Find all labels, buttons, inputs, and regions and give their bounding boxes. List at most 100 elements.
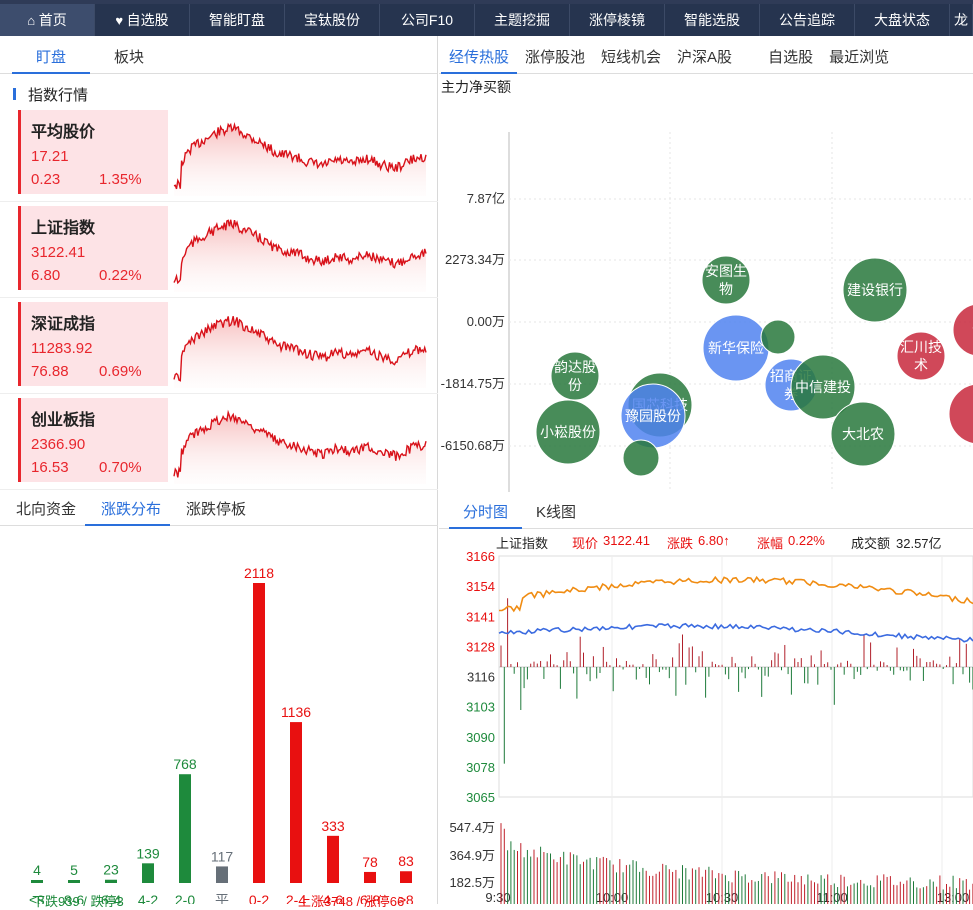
dist-value: 23 xyxy=(103,862,119,878)
stock-bubble[interactable] xyxy=(952,304,973,356)
quote-name: 上证指数 xyxy=(496,536,549,551)
stock-bubble[interactable] xyxy=(790,354,856,420)
stock-bubble[interactable] xyxy=(760,319,796,355)
avg-price-line xyxy=(498,622,973,643)
sparkline-line xyxy=(173,316,427,382)
nav-item-6[interactable]: 涨停棱镜 xyxy=(570,4,665,36)
price-tick: 3154 xyxy=(466,579,495,594)
right-tabs: 经传热股 涨停股池 短线机会 沪深A股 自选股 最近浏览 xyxy=(439,36,973,74)
stock-bubble[interactable] xyxy=(842,257,908,323)
up-count-label: 上涨3748 / 涨停66 xyxy=(298,894,405,909)
dist-value: 78 xyxy=(362,854,378,870)
time-tick: 9:30 xyxy=(485,890,510,904)
top-nav: ⌂ 首页 ♥ 自选股 智能盯盘 宝钛股份 公司F10 主题挖掘 涨停棱镜 智能选股 公告追踪 大盘… xyxy=(0,0,973,36)
bubble-chart: 7.87亿2273.34万0.00万-1814.75万-6150.68万-2.2… xyxy=(441,132,973,492)
stock-bubble-label: 建设银行 xyxy=(847,282,903,298)
nav-item-label: 公告追踪 xyxy=(779,12,835,28)
sparkline-line xyxy=(173,121,427,190)
intraday-chart: 3166 3154 3141 3128 3116 3103 3090 3078 3065 547.… xyxy=(449,552,973,904)
volume-tick: 182.5万 xyxy=(449,875,495,890)
nav-item-label: 首页 xyxy=(38,12,67,28)
index-row[interactable]: 平均股价 17.21 0.23 1.35% xyxy=(0,106,438,202)
bubble-chart-title: 主力净买额 xyxy=(441,79,511,95)
bottom-left-tabs: 北向资金 涨跌分布 涨跌停板 xyxy=(0,492,438,526)
dist-value: 768 xyxy=(173,756,197,772)
nav-item-10[interactable]: 龙 xyxy=(950,4,973,36)
dist-category: 8-6 xyxy=(64,892,84,904)
tab-right-0[interactable]: 经传热股 xyxy=(441,46,518,74)
tab-right-5[interactable]: 最近浏览 xyxy=(829,49,890,66)
nav-item-5[interactable]: 主题挖掘 xyxy=(475,4,570,36)
sparkline-area xyxy=(174,412,426,484)
tab-right-3[interactable]: 沪深A股 xyxy=(677,49,733,66)
price-line xyxy=(498,575,973,613)
nav-item-8[interactable]: 公告追踪 xyxy=(760,4,855,36)
stock-bubble-label: 豫园股份 xyxy=(625,408,681,424)
price-tick: 3128 xyxy=(466,639,495,654)
dist-value: 83 xyxy=(398,853,414,869)
stock-bubble[interactable] xyxy=(535,399,601,465)
stock-bubble-label: 术 xyxy=(914,357,928,373)
dist-category: ≤8 xyxy=(29,892,45,904)
price-tick: 3065 xyxy=(466,790,495,805)
index-row[interactable]: 深证成指 11283.92 76.88 0.69% xyxy=(0,298,438,394)
index-price: 3122.41 xyxy=(31,244,86,261)
volume-tick: 364.9万 xyxy=(449,848,495,863)
stock-bubble-label: 物 xyxy=(719,281,733,297)
tab-sector[interactable]: 板块 xyxy=(114,49,145,66)
nav-item-label: 涨停棱镜 xyxy=(589,12,645,28)
bubble-y-tick: 2273.34万 xyxy=(445,252,505,267)
dist-value: 4 xyxy=(33,862,41,878)
index-row[interactable]: 上证指数 3122.41 6.80 0.22% xyxy=(0,202,438,298)
nav-item-1[interactable]: ♥ 自选股 xyxy=(95,4,190,36)
index-change: 16.53 xyxy=(31,459,69,476)
tab-right-4[interactable]: 自选股 xyxy=(768,49,814,66)
index-card[interactable]: 上证指数 3122.41 6.80 0.22% xyxy=(18,206,168,290)
stock-bubble[interactable] xyxy=(550,351,600,401)
tab-intraday[interactable]: 分时图 xyxy=(449,501,523,529)
stock-bubble-label: 新华保险 xyxy=(708,340,764,356)
stock-bubble[interactable] xyxy=(701,255,751,305)
index-row[interactable]: 创业板指 2366.90 16.53 0.70% xyxy=(0,394,438,490)
tab-northbound[interactable]: 北向资金 xyxy=(16,501,77,518)
tab-right-1[interactable]: 涨停股池 xyxy=(525,49,586,66)
tab-right-2[interactable]: 短线机会 xyxy=(601,49,662,66)
index-sparkline xyxy=(173,316,427,388)
stock-bubble[interactable] xyxy=(948,384,973,444)
dist-value: 139 xyxy=(136,845,160,861)
quote-bar: 上证指数 现价 3122.41 涨跌 6.80↑ 涨幅 0.22% 成交额 32… xyxy=(439,532,973,552)
dist-value: 2118 xyxy=(244,565,274,581)
dist-category: 平 xyxy=(215,892,229,904)
tab-limit-board[interactable]: 涨跌停板 xyxy=(186,501,247,518)
index-card[interactable]: 平均股价 17.21 0.23 1.35% xyxy=(18,110,168,194)
index-name: 上证指数 xyxy=(31,220,96,237)
stock-bubble[interactable] xyxy=(830,401,896,467)
quote-price-label: 现价 xyxy=(572,536,599,551)
dist-bar xyxy=(31,880,43,883)
nav-item-4[interactable]: 公司F10 xyxy=(380,4,475,36)
nav-item-label: 大盘状态 xyxy=(874,12,930,28)
dist-category: 6-8 xyxy=(360,892,380,904)
price-tick: 3090 xyxy=(466,730,495,745)
nav-item-0[interactable]: ⌂ 首页 xyxy=(0,4,95,36)
index-change: 0.23 xyxy=(31,171,61,188)
index-price: 17.21 xyxy=(31,148,69,165)
right-panel: 经传热股 涨停股池 短线机会 沪深A股 自选股 最近浏览 主力净买额 7.87亿 2273.… xyxy=(439,36,973,904)
dist-category: 6-4 xyxy=(101,892,121,904)
index-card[interactable]: 创业板指 2366.90 16.53 0.70% xyxy=(18,398,168,482)
index-card[interactable]: 深证成指 11283.92 76.88 0.69% xyxy=(18,302,168,386)
stock-bubble[interactable] xyxy=(896,331,946,381)
tab-distribution[interactable]: 涨跌分布 xyxy=(85,498,171,526)
nav-item-2[interactable]: 智能盯盘 xyxy=(190,4,285,36)
tab-kline[interactable]: K线图 xyxy=(536,504,577,521)
nav-item-9[interactable]: 大盘状态 xyxy=(855,4,950,36)
price-tick: 3166 xyxy=(466,552,495,564)
stock-bubble[interactable] xyxy=(622,439,660,477)
sparkline-line xyxy=(173,219,427,285)
nav-item-7[interactable]: 智能选股 xyxy=(665,4,760,36)
left-tabs: 盯盘 板块 xyxy=(0,36,437,74)
bubble-y-tick: -1814.75万 xyxy=(441,376,505,391)
tab-watch[interactable]: 盯盘 xyxy=(12,46,91,74)
index-sparkline xyxy=(173,219,427,292)
nav-item-3[interactable]: 宝钛股份 xyxy=(285,4,380,36)
